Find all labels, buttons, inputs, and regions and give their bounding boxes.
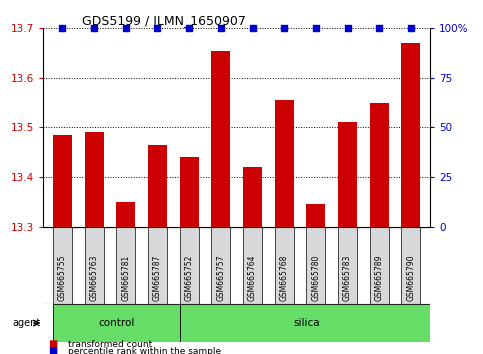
Text: percentile rank within the sample: percentile rank within the sample — [68, 347, 221, 354]
Point — [90, 25, 98, 31]
Text: GSM665764: GSM665764 — [248, 254, 257, 301]
Bar — [180, 304, 433, 342]
Text: GSM665790: GSM665790 — [406, 254, 415, 301]
Text: GSM665780: GSM665780 — [312, 254, 320, 301]
Point — [249, 25, 256, 31]
Point — [154, 25, 161, 31]
Bar — [180, 157, 199, 227]
Text: GSM665768: GSM665768 — [280, 254, 289, 301]
Bar — [180, 227, 199, 304]
Text: GSM665787: GSM665787 — [153, 254, 162, 301]
Bar — [306, 227, 326, 304]
Bar — [116, 227, 135, 304]
Text: GSM665752: GSM665752 — [185, 254, 194, 301]
Text: GSM665789: GSM665789 — [375, 254, 384, 301]
Bar — [243, 167, 262, 227]
Bar — [85, 227, 104, 304]
Point — [344, 25, 352, 31]
Bar — [369, 227, 389, 304]
Bar — [85, 132, 104, 227]
Text: GSM665781: GSM665781 — [121, 254, 130, 301]
Bar — [148, 227, 167, 304]
Bar — [212, 51, 230, 227]
Bar — [53, 135, 72, 227]
Bar — [212, 227, 230, 304]
Bar — [148, 145, 167, 227]
Bar — [275, 227, 294, 304]
Text: GSM665763: GSM665763 — [90, 254, 99, 301]
Point — [280, 25, 288, 31]
Point — [407, 25, 415, 31]
Point — [122, 25, 129, 31]
Text: GDS5199 / ILMN_1650907: GDS5199 / ILMN_1650907 — [82, 14, 246, 27]
Bar — [338, 227, 357, 304]
Text: transformed count: transformed count — [68, 339, 152, 349]
Point — [58, 25, 66, 31]
Bar — [401, 227, 420, 304]
Point — [312, 25, 320, 31]
Text: GSM665783: GSM665783 — [343, 254, 352, 301]
Text: silica: silica — [293, 318, 320, 328]
Point — [217, 25, 225, 31]
Text: control: control — [98, 318, 134, 328]
Point — [185, 25, 193, 31]
Bar — [53, 304, 180, 342]
Text: agent: agent — [13, 318, 41, 328]
Text: GSM665757: GSM665757 — [216, 254, 226, 301]
Bar — [369, 103, 389, 227]
Bar — [116, 202, 135, 227]
Bar — [401, 43, 420, 227]
Text: ■: ■ — [48, 339, 57, 349]
Text: ■: ■ — [48, 346, 57, 354]
Text: GSM665755: GSM665755 — [58, 254, 67, 301]
Bar — [275, 100, 294, 227]
Bar — [243, 227, 262, 304]
Bar — [338, 122, 357, 227]
Bar — [306, 204, 326, 227]
Bar — [53, 227, 72, 304]
Point — [375, 25, 383, 31]
